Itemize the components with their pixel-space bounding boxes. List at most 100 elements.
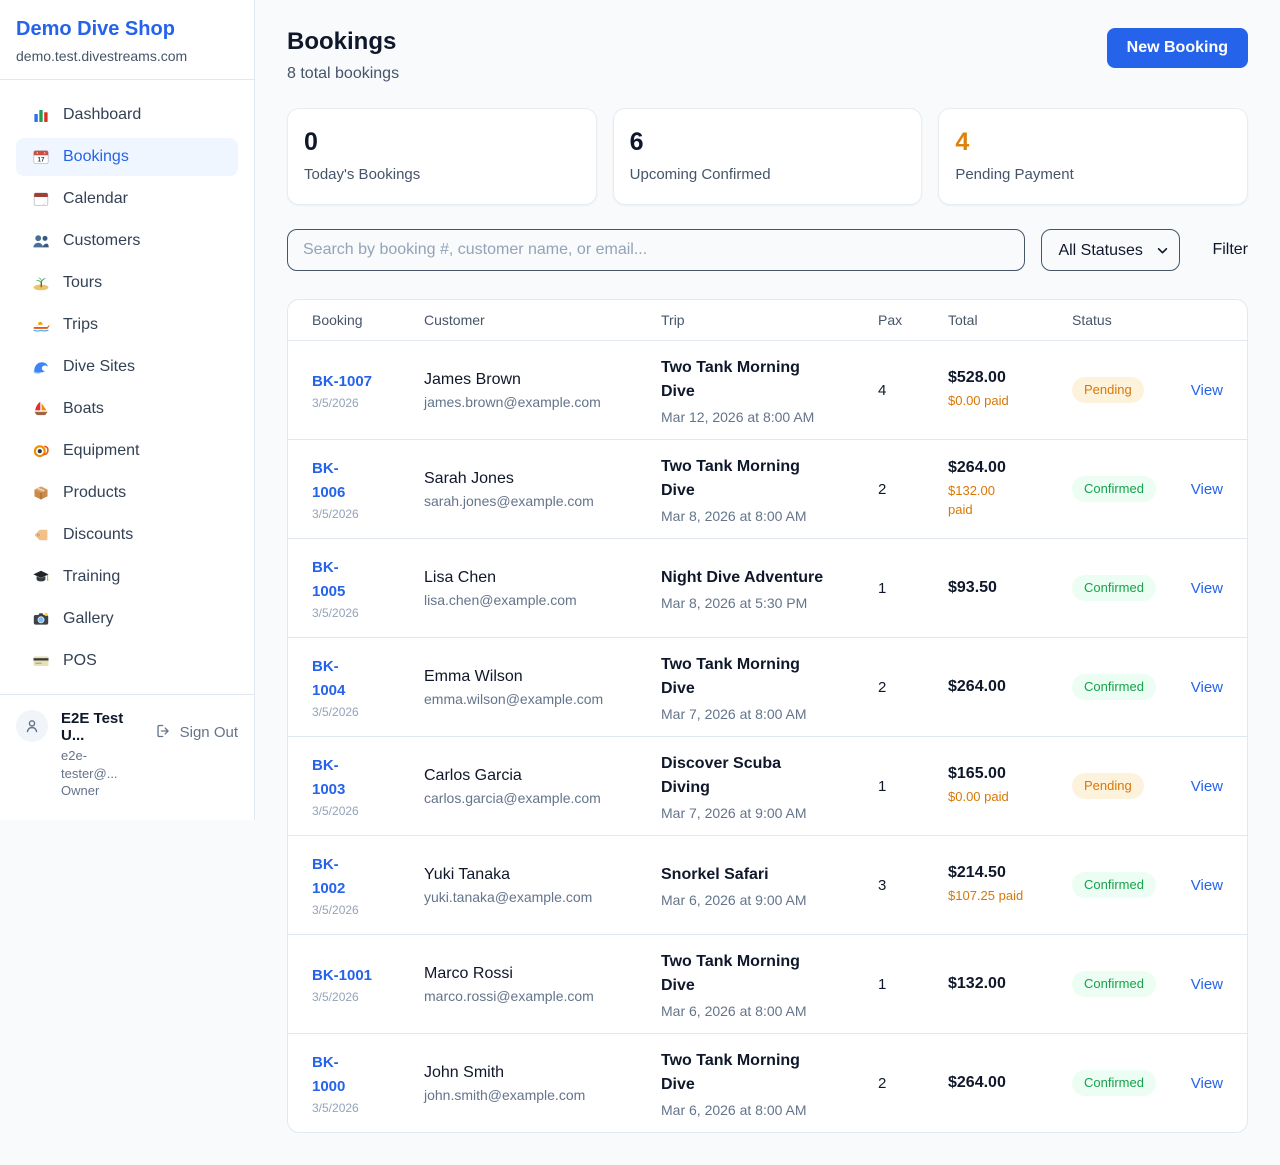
total-cell: $93.50 (948, 579, 1072, 597)
discounts-icon (32, 526, 50, 544)
total-amount: $264.00 (948, 459, 1006, 477)
trip-name: Two Tank Morning Dive (661, 457, 800, 499)
booking-id-link[interactable]: BK-1007 (312, 372, 373, 390)
view-link[interactable]: View (1190, 876, 1223, 894)
sidebar-item-calendar[interactable]: Calendar (16, 180, 238, 218)
sidebar-item-tours[interactable]: Tours (16, 264, 238, 302)
view-link[interactable]: View (1190, 480, 1223, 498)
booking-date: 3/5/2026 (312, 704, 359, 719)
view-link[interactable]: View (1190, 1074, 1223, 1092)
sidebar-item-label: Products (63, 484, 127, 501)
total-amount: $528.00 (948, 369, 1006, 387)
pax-count: 2 (878, 480, 887, 498)
booking-id-link[interactable]: BK- 1005 (312, 559, 346, 600)
view-link[interactable]: View (1190, 678, 1223, 696)
status-badge: Confirmed (1072, 1069, 1156, 1097)
trip-name: Two Tank Morning Dive (661, 655, 800, 697)
customer-name: Emma Wilson (424, 667, 523, 685)
trip-cell: Snorkel Safari Mar 6, 2026 at 9:00 AM (661, 863, 878, 908)
booking-cell: BK-1001 3/5/2026 (312, 964, 424, 1004)
customer-email: sarah.jones@example.com (424, 492, 594, 509)
pax-count: 1 (878, 975, 887, 993)
booking-id-link[interactable]: BK- 1000 (312, 1054, 346, 1095)
user-name: E2E Test U... (61, 710, 124, 744)
total-amount: $264.00 (948, 678, 1006, 695)
booking-date: 3/5/2026 (312, 990, 359, 1005)
customer-email: marco.rossi@example.com (424, 987, 594, 1004)
booking-id-link[interactable]: BK-1001 (312, 966, 373, 984)
paid-amount: $0.00 paid (948, 393, 1009, 409)
customer-cell: Marco Rossi marco.rossi@example.com (424, 965, 661, 1004)
total-cell: $528.00 $0.00 paid (948, 369, 1072, 410)
booking-id-link[interactable]: BK- 1002 (312, 856, 346, 897)
total-amount: $132.00 (948, 975, 1006, 992)
sign-out-button[interactable]: Sign Out (155, 723, 238, 741)
booking-id-link[interactable]: BK- 1004 (312, 658, 346, 699)
customer-cell: John Smith john.smith@example.com (424, 1064, 661, 1103)
status-badge: Confirmed (1072, 871, 1156, 899)
view-link[interactable]: View (1190, 579, 1223, 597)
brand: Demo Dive Shop demo.test.divestreams.com (0, 0, 254, 79)
trip-name: Two Tank Morning Dive (661, 952, 800, 994)
sidebar-item-bookings[interactable]: 17 Bookings (16, 138, 238, 176)
booking-cell: BK- 1006 3/5/2026 (312, 457, 424, 521)
column-header-status: Status (1072, 312, 1112, 328)
customer-name: Carlos Garcia (424, 766, 522, 784)
customer-cell: Yuki Tanaka yuki.tanaka@example.com (424, 866, 661, 905)
column-header-pax: Pax (878, 312, 903, 328)
customer-email: lisa.chen@example.com (424, 591, 577, 608)
status-badge: Pending (1072, 376, 1144, 404)
trip-name: Night Dive Adventure (661, 568, 824, 586)
view-link[interactable]: View (1190, 777, 1223, 795)
sidebar-item-discounts[interactable]: Discounts (16, 516, 238, 554)
view-link[interactable]: View (1190, 975, 1223, 993)
filter-button[interactable]: Filter (1212, 241, 1248, 258)
column-header-actions (1185, 312, 1223, 328)
boats-icon (32, 400, 50, 418)
sidebar-item-trips[interactable]: Trips (16, 306, 238, 344)
booking-id-link[interactable]: BK- 1006 (312, 460, 346, 501)
trip-datetime: Mar 6, 2026 at 8:00 AM (661, 1101, 807, 1118)
status-badge: Pending (1072, 772, 1144, 800)
view-link[interactable]: View (1190, 381, 1223, 399)
table-header: Booking Customer Trip Pax Total Status (288, 300, 1247, 340)
booking-id-link[interactable]: BK- 1003 (312, 757, 346, 798)
sidebar-item-label: Discounts (63, 526, 134, 543)
total-cell: $264.00 $132.00 paid (948, 459, 1072, 518)
user-footer: E2E Test U... e2e-tester@... Owner Sign … (0, 694, 254, 820)
table-row: BK-1007 3/5/2026 James Brown james.brown@ex… (288, 340, 1247, 439)
customer-email: carlos.garcia@example.com (424, 789, 601, 806)
sidebar-item-customers[interactable]: Customers (16, 222, 238, 260)
sidebar-item-dive-sites[interactable]: Dive Sites (16, 348, 238, 386)
trip-cell: Two Tank Morning Dive Mar 12, 2026 at 8:00… (661, 356, 878, 425)
status-cell: Confirmed (1072, 475, 1185, 503)
status-filter-select[interactable]: All Statuses (1041, 229, 1181, 271)
user-info: E2E Test U... e2e-tester@... Owner (61, 710, 142, 800)
status-cell: Confirmed (1072, 871, 1185, 899)
sidebar-item-label: Calendar (63, 190, 128, 207)
customer-cell: Sarah Jones sarah.jones@example.com (424, 470, 661, 509)
table-row: BK- 1000 3/5/2026 John Smith john.smith@exam… (288, 1033, 1247, 1132)
status-badge: Confirmed (1072, 475, 1156, 503)
sidebar-item-gallery[interactable]: Gallery (16, 600, 238, 638)
trip-datetime: Mar 6, 2026 at 8:00 AM (661, 1002, 807, 1019)
sidebar-item-equipment[interactable]: Equipment (16, 432, 238, 470)
booking-cell: BK- 1005 3/5/2026 (312, 556, 424, 620)
stat-label: Today's Bookings (304, 166, 421, 183)
sidebar-item-pos[interactable]: POS (16, 642, 238, 680)
stat-card-upcoming-confirmed: 6 Upcoming Confirmed (612, 108, 923, 205)
search-input[interactable] (287, 229, 1026, 271)
sidebar-item-products[interactable]: Products (16, 474, 238, 512)
sidebar-item-label: Dive Sites (63, 358, 136, 375)
sidebar-item-boats[interactable]: Boats (16, 390, 238, 428)
new-booking-button[interactable]: New Booking (1106, 28, 1248, 68)
trip-datetime: Mar 8, 2026 at 8:00 AM (661, 507, 807, 524)
total-amount: $214.50 (948, 864, 1006, 882)
trip-cell: Two Tank Morning Dive Mar 8, 2026 at 8:00 … (661, 455, 878, 524)
sidebar-item-dashboard[interactable]: Dashboard (16, 96, 238, 134)
sidebar-item-training[interactable]: Training (16, 558, 238, 596)
column-header-customer: Customer (424, 312, 485, 328)
sidebar-item-label: POS (63, 652, 97, 669)
booking-date: 3/5/2026 (312, 1100, 359, 1115)
pax-count: 2 (878, 678, 887, 696)
